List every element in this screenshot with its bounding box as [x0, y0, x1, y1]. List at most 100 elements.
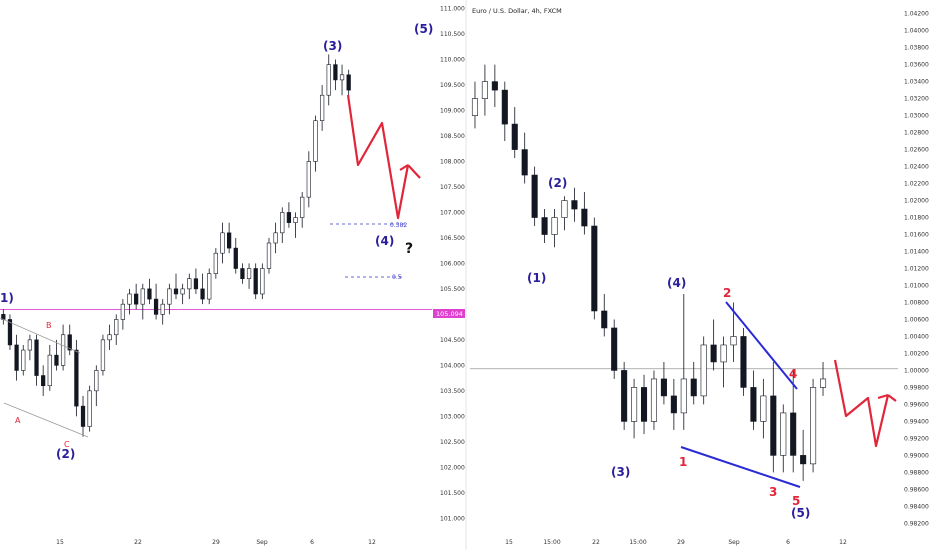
- candle-body: [134, 293, 139, 305]
- candle-body: [491, 81, 498, 91]
- y-tick-label: 0.99000: [904, 452, 929, 459]
- candle-body: [591, 225, 598, 312]
- x-tick-label: 15: [505, 539, 513, 546]
- candle-body: [253, 268, 258, 295]
- left-channel-lower: [3, 402, 89, 438]
- left-projection-arrow-a: [399, 164, 409, 171]
- fib-label-0382: 0.382: [390, 222, 407, 229]
- y-tick-label: 1.03800: [904, 45, 929, 52]
- candle-body: [207, 273, 212, 300]
- candle-body: [160, 303, 165, 315]
- candle-body: [770, 395, 777, 456]
- y-tick-label: 1.01400: [904, 249, 929, 256]
- y-tick-label: 1.02600: [904, 147, 929, 154]
- x-tick-label: 12: [839, 539, 847, 546]
- y-tick-label: 1.04000: [904, 28, 929, 35]
- price-tag-bg: [433, 309, 465, 318]
- candle-body: [100, 339, 106, 371]
- x-tick-label: 15:00: [543, 539, 560, 546]
- candle-body: [680, 378, 687, 414]
- candle-body: [233, 247, 238, 269]
- y-tick-label: 1.02200: [904, 181, 929, 188]
- left-sub-a-label: A: [15, 416, 21, 425]
- candle-body: [501, 89, 508, 125]
- right-projection-path: [833, 359, 890, 448]
- candle-body: [120, 303, 125, 320]
- right-projection-arrow-a: [877, 393, 889, 400]
- candle-body: [147, 288, 152, 300]
- left-sub-c-label: C: [64, 440, 70, 449]
- candle-body: [819, 378, 827, 388]
- candle-body: [571, 200, 578, 210]
- candle-body: [67, 334, 72, 351]
- y-tick-label: 109.500: [440, 82, 465, 89]
- y-tick-label: 1.00800: [904, 299, 929, 306]
- candle-body: [87, 390, 92, 427]
- left-projection-arrow-b: [407, 164, 421, 179]
- left-wave-1-label: 1): [0, 291, 14, 305]
- y-tick-label: 1.03600: [904, 62, 929, 69]
- y-tick-label: 103.000: [440, 413, 465, 420]
- y-tick-label: 1.02000: [904, 198, 929, 205]
- candle-body: [140, 288, 145, 305]
- candle-body: [621, 370, 628, 422]
- candle-body: [246, 268, 252, 279]
- y-tick-label: 102.000: [440, 464, 465, 471]
- x-tick-label: Sep: [256, 539, 268, 546]
- y-tick-label: 110.500: [440, 31, 465, 38]
- candle-body: [21, 349, 26, 371]
- y-tick-label: 107.000: [440, 209, 465, 216]
- y-tick-label: 104.500: [440, 337, 465, 344]
- right-red-2-label: 2: [723, 286, 731, 300]
- candle-body: [127, 293, 132, 305]
- x-tick-label: 22: [134, 539, 142, 546]
- candle-body: [273, 232, 278, 244]
- candle-body: [306, 161, 311, 198]
- candle-body: [300, 196, 305, 218]
- left-channel-upper: [0, 317, 81, 354]
- candle-body: [240, 268, 245, 279]
- candle-body: [521, 149, 528, 176]
- y-tick-label: 1.00600: [904, 316, 929, 323]
- y-tick-label: 105.500: [440, 286, 465, 293]
- left-wave-2-label: (2): [56, 447, 75, 461]
- y-tick-label: 1.00400: [904, 333, 929, 340]
- y-tick-label: 106.000: [440, 260, 465, 267]
- right-red-5-label: 5: [792, 494, 800, 508]
- candle-body: [153, 298, 159, 315]
- candle-body: [760, 395, 767, 422]
- candle-body: [34, 339, 39, 376]
- fib-label-05: 0.5: [392, 274, 402, 281]
- candle-body: [800, 455, 807, 465]
- candle-body: [41, 375, 46, 387]
- y-tick-label: 0.98200: [904, 520, 929, 527]
- x-tick-label: 6: [786, 539, 790, 546]
- candle-body: [319, 94, 325, 121]
- left-wave-5-label: (5): [414, 22, 433, 36]
- y-tick-label: 103.500: [440, 388, 465, 395]
- right-projection-arrow-b: [887, 394, 897, 402]
- y-tick-label: 104.000: [440, 362, 465, 369]
- left-chart-panel: 0.382 0.5 1) (2) (3) (4) (5) A B C ? 111…: [0, 6, 465, 546]
- y-tick-label: 0.98800: [904, 469, 929, 476]
- x-tick-label: Sep: [728, 539, 740, 546]
- price-tag-text: 105.094: [436, 310, 463, 318]
- candle-body: [531, 174, 538, 218]
- candle-body: [74, 349, 79, 407]
- y-tick-label: 1.01200: [904, 266, 929, 273]
- left-sub-b-label: B: [46, 321, 52, 330]
- candle-body: [260, 268, 265, 295]
- y-tick-label: 1.04200: [904, 11, 929, 18]
- candle-body: [60, 334, 66, 366]
- candle-body: [730, 336, 737, 346]
- y-tick-label: 102.500: [440, 439, 465, 446]
- candle-body: [213, 252, 218, 274]
- candle-body: [750, 387, 757, 422]
- candle-body: [80, 405, 86, 427]
- y-tick-label: 109.000: [440, 107, 465, 114]
- y-tick-label: 1.01800: [904, 215, 929, 222]
- y-tick-label: 108.000: [440, 158, 465, 165]
- left-wave-3-label: (3): [323, 39, 342, 53]
- candle-body: [187, 278, 192, 290]
